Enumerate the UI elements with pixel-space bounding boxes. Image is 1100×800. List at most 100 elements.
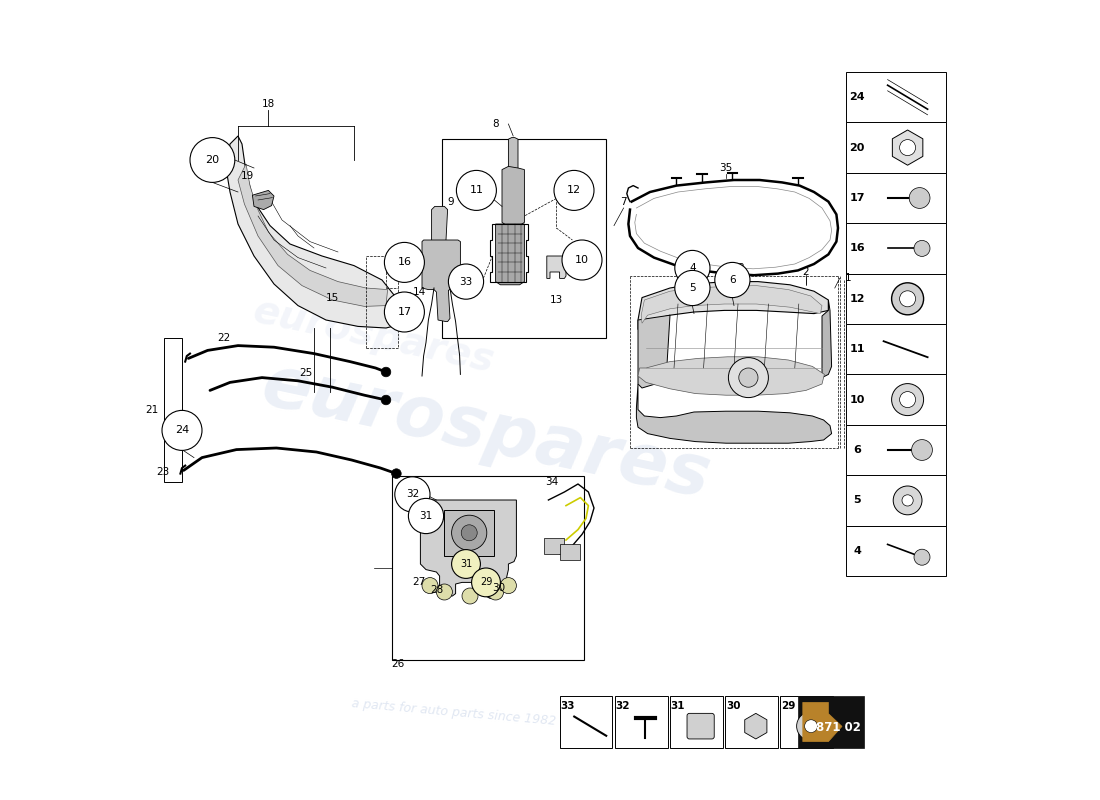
Text: 6: 6 bbox=[854, 445, 861, 455]
Circle shape bbox=[914, 240, 929, 256]
Text: 31: 31 bbox=[419, 511, 432, 521]
Bar bbox=[846, 475, 946, 526]
Text: a parts for auto parts since 1982: a parts for auto parts since 1982 bbox=[351, 697, 557, 727]
Circle shape bbox=[892, 383, 924, 416]
Text: 4: 4 bbox=[689, 263, 695, 273]
Polygon shape bbox=[226, 136, 402, 328]
Circle shape bbox=[408, 498, 443, 534]
Text: 22: 22 bbox=[217, 333, 230, 342]
Text: 24: 24 bbox=[849, 92, 865, 102]
Text: 19: 19 bbox=[241, 171, 254, 181]
Bar bbox=[846, 72, 946, 122]
Circle shape bbox=[384, 292, 425, 332]
Bar bbox=[846, 274, 946, 324]
Circle shape bbox=[804, 720, 817, 733]
Bar bbox=[846, 223, 946, 274]
Circle shape bbox=[382, 367, 390, 377]
Circle shape bbox=[190, 138, 234, 182]
Bar bbox=[846, 425, 946, 475]
Polygon shape bbox=[638, 315, 670, 388]
Bar bbox=[544, 538, 563, 554]
Circle shape bbox=[382, 395, 390, 405]
Text: 14: 14 bbox=[412, 287, 426, 297]
Bar bbox=[670, 696, 723, 748]
Bar bbox=[164, 338, 182, 482]
Circle shape bbox=[456, 170, 496, 210]
Text: 34: 34 bbox=[544, 477, 558, 486]
Text: 20: 20 bbox=[849, 142, 865, 153]
Circle shape bbox=[472, 568, 500, 597]
Circle shape bbox=[739, 368, 758, 387]
Polygon shape bbox=[508, 138, 518, 170]
Circle shape bbox=[500, 578, 516, 594]
Text: 871 02: 871 02 bbox=[816, 721, 861, 734]
Circle shape bbox=[910, 188, 930, 208]
Text: 30: 30 bbox=[726, 701, 740, 710]
Circle shape bbox=[914, 549, 929, 565]
Bar bbox=[392, 476, 584, 660]
Text: 9: 9 bbox=[448, 197, 454, 206]
Text: 32: 32 bbox=[616, 701, 630, 710]
Circle shape bbox=[452, 515, 487, 550]
Polygon shape bbox=[431, 206, 448, 244]
Text: 7: 7 bbox=[620, 197, 627, 206]
Bar bbox=[846, 324, 946, 374]
Text: 18: 18 bbox=[262, 99, 275, 109]
Text: 11: 11 bbox=[849, 344, 865, 354]
Text: 5: 5 bbox=[689, 283, 695, 293]
Polygon shape bbox=[422, 240, 461, 322]
Polygon shape bbox=[637, 384, 832, 443]
Text: 4: 4 bbox=[854, 546, 861, 556]
Bar bbox=[846, 526, 946, 576]
Text: 26: 26 bbox=[392, 659, 405, 669]
Polygon shape bbox=[803, 702, 842, 742]
Circle shape bbox=[449, 264, 484, 299]
FancyBboxPatch shape bbox=[688, 714, 714, 739]
Text: 8: 8 bbox=[493, 119, 499, 129]
Text: 11: 11 bbox=[470, 186, 483, 195]
Circle shape bbox=[674, 270, 710, 306]
Bar bbox=[725, 696, 778, 748]
Polygon shape bbox=[547, 256, 567, 278]
Polygon shape bbox=[502, 166, 525, 226]
Text: 16: 16 bbox=[397, 258, 411, 267]
Text: 29: 29 bbox=[480, 578, 492, 587]
Polygon shape bbox=[238, 164, 387, 306]
Circle shape bbox=[900, 290, 915, 306]
Text: 17: 17 bbox=[849, 193, 865, 203]
Circle shape bbox=[796, 712, 825, 741]
Bar bbox=[798, 696, 864, 748]
Text: 17: 17 bbox=[397, 307, 411, 317]
Text: 15: 15 bbox=[326, 293, 339, 302]
Text: 10: 10 bbox=[575, 255, 589, 265]
Polygon shape bbox=[638, 357, 824, 395]
Text: 24: 24 bbox=[175, 426, 189, 435]
Circle shape bbox=[728, 358, 769, 398]
Circle shape bbox=[452, 550, 481, 578]
Text: 31: 31 bbox=[671, 701, 685, 710]
Text: 13: 13 bbox=[550, 295, 563, 305]
Text: eurospares: eurospares bbox=[255, 350, 716, 514]
Text: 30: 30 bbox=[492, 583, 505, 593]
Polygon shape bbox=[822, 300, 832, 378]
Text: 1: 1 bbox=[845, 274, 851, 283]
Circle shape bbox=[562, 240, 602, 280]
Text: 12: 12 bbox=[849, 294, 865, 304]
Circle shape bbox=[900, 139, 915, 155]
Circle shape bbox=[554, 170, 594, 210]
Bar bbox=[780, 696, 833, 748]
Bar bbox=[615, 696, 668, 748]
Text: 6: 6 bbox=[729, 275, 736, 285]
Bar bbox=[560, 696, 613, 748]
Text: 20: 20 bbox=[206, 155, 220, 165]
Circle shape bbox=[900, 391, 915, 407]
Polygon shape bbox=[638, 282, 828, 330]
Text: 31: 31 bbox=[460, 559, 472, 569]
Circle shape bbox=[912, 440, 933, 460]
Circle shape bbox=[462, 588, 478, 604]
Bar bbox=[442, 139, 606, 338]
Text: eurospares: eurospares bbox=[250, 292, 498, 380]
Circle shape bbox=[162, 410, 202, 450]
Bar bbox=[560, 544, 580, 560]
Circle shape bbox=[395, 477, 430, 512]
